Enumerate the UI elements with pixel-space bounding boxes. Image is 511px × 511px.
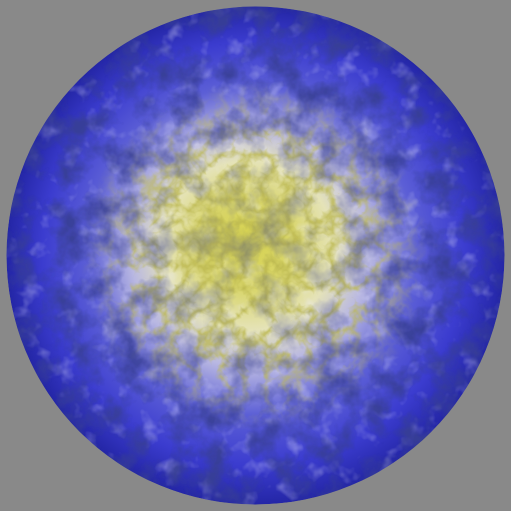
orb-disc: [6, 6, 505, 505]
gray-backdrop: [0, 0, 511, 511]
textured-orb-image: [6, 6, 505, 505]
